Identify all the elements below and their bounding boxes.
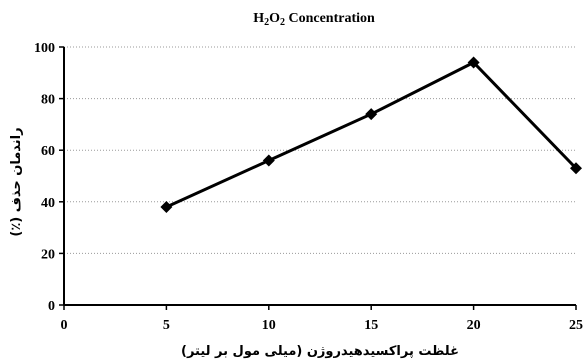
title-mid: O — [269, 11, 280, 26]
x-axis-label: غلظت پراکسیدهیدروژن (میلی مول بر لیتر) — [181, 344, 459, 359]
data-point-marker — [160, 200, 173, 213]
tick-labels: 0 20 40 60 80 100 0 5 10 15 20 25 — [34, 41, 583, 333]
data-point-marker — [467, 56, 480, 69]
x-tick-label: 20 — [467, 318, 481, 333]
x-tick-label: 25 — [569, 318, 583, 333]
grid-lines — [64, 46, 576, 254]
title-subscript-2: 2 — [280, 17, 285, 28]
y-tick-label: 0 — [48, 299, 55, 314]
x-tick-label: 5 — [163, 318, 170, 333]
x-tick-label: 10 — [262, 318, 276, 333]
y-tick-label: 40 — [41, 196, 55, 211]
chart-title: H2O2 Concentration — [253, 11, 375, 28]
data-point-marker — [570, 162, 582, 175]
x-tick-label: 15 — [364, 318, 378, 333]
data-point-marker — [262, 154, 275, 167]
title-suffix: Concentration — [285, 11, 375, 26]
data-series — [160, 56, 582, 213]
y-tick-label: 100 — [34, 41, 55, 56]
axes — [59, 46, 577, 310]
y-tick-label: 60 — [41, 144, 55, 159]
title-prefix: H — [253, 11, 264, 26]
y-axis-label: راندمان حذف (٪) — [9, 127, 24, 236]
series-line — [165, 60, 578, 209]
title-subscript-1: 2 — [264, 17, 269, 28]
y-tick-label: 80 — [41, 93, 55, 108]
data-point-marker — [365, 108, 378, 121]
y-tick-label: 20 — [41, 247, 55, 262]
x-tick-label: 0 — [61, 318, 68, 333]
